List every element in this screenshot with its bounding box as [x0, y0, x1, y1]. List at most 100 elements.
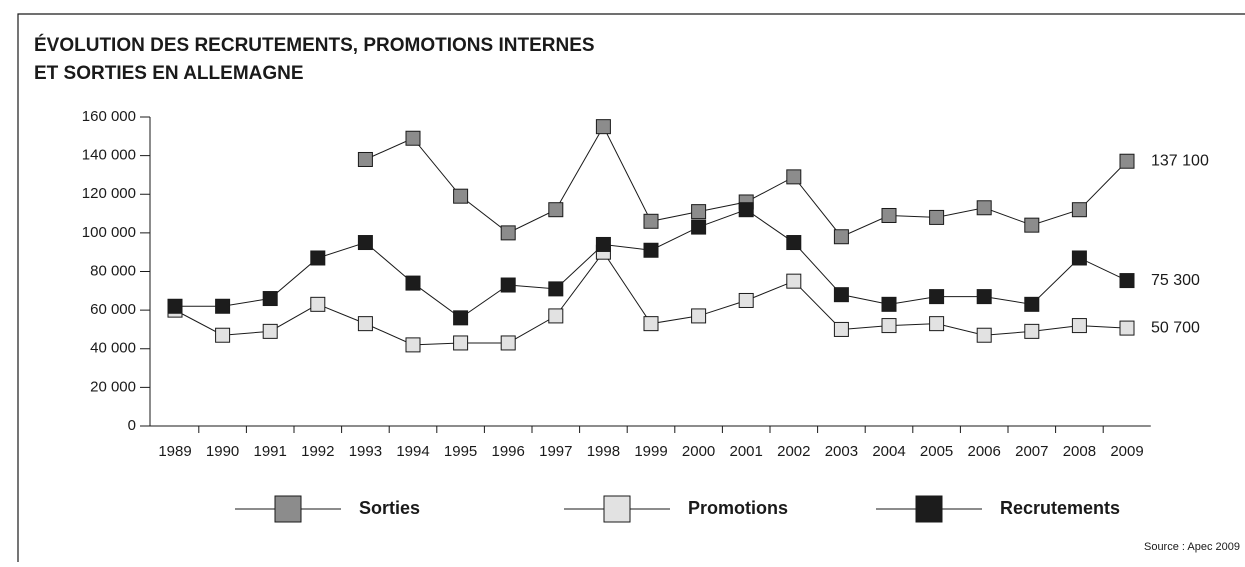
marker [167, 298, 183, 314]
legend-swatch [274, 495, 302, 523]
marker [738, 202, 754, 218]
end-label: 50 700 [1151, 319, 1200, 336]
chart-title: ET SORTIES EN ALLEMAGNE [34, 63, 304, 84]
marker [500, 225, 516, 241]
marker [215, 327, 231, 343]
marker [1119, 153, 1135, 169]
marker [786, 169, 802, 185]
marker [976, 327, 992, 343]
legend-swatch [915, 495, 943, 523]
marker [691, 204, 707, 220]
marker [357, 316, 373, 332]
x-tick-label: 1991 [254, 443, 287, 460]
x-tick-label: 2005 [920, 443, 953, 460]
marker [833, 287, 849, 303]
x-tick-label: 1995 [444, 443, 477, 460]
legend-label: Recrutements [1000, 498, 1120, 518]
series-line [365, 125, 1128, 238]
marker [548, 281, 564, 297]
marker [405, 275, 421, 291]
marker [643, 242, 659, 258]
source: Source : Apec 2009 [1144, 541, 1240, 553]
x-tick-label: 2004 [872, 443, 905, 460]
marker [881, 207, 897, 223]
x-tick-label: 1999 [634, 443, 667, 460]
marker [833, 229, 849, 245]
marker [833, 321, 849, 337]
legend-swatch [603, 495, 631, 523]
end-label: 137 100 [1151, 152, 1209, 169]
x-tick-label: 1997 [539, 443, 572, 460]
x-tick-label: 2006 [968, 443, 1001, 460]
marker [215, 298, 231, 314]
chart-title: ÉVOLUTION DES RECRUTEMENTS, PROMOTIONS I… [34, 34, 595, 56]
marker [786, 235, 802, 251]
marker [929, 316, 945, 332]
marker [1071, 318, 1087, 334]
marker [1024, 217, 1040, 233]
frame [17, 13, 1245, 562]
y-tick-label: 120 000 [82, 185, 136, 202]
marker [976, 200, 992, 216]
marker [738, 292, 754, 308]
legend-label: Promotions [688, 498, 788, 518]
x-tick-label: 1990 [206, 443, 239, 460]
marker [453, 310, 469, 326]
x-tick-label: 1989 [158, 443, 191, 460]
marker [500, 335, 516, 351]
marker [929, 209, 945, 225]
marker [453, 335, 469, 351]
marker [405, 130, 421, 146]
y-tick-label: 40 000 [90, 340, 136, 357]
marker [548, 308, 564, 324]
y-tick-label: 80 000 [90, 262, 136, 279]
x-tick-label: 2000 [682, 443, 715, 460]
legend-label: Sorties [359, 498, 420, 518]
marker [310, 250, 326, 266]
marker [357, 235, 373, 251]
marker [691, 308, 707, 324]
marker [1024, 323, 1040, 339]
x-tick-label: 2007 [1015, 443, 1048, 460]
marker [881, 318, 897, 334]
y-tick-label: 20 000 [90, 378, 136, 395]
marker [976, 289, 992, 305]
marker [595, 119, 611, 135]
marker [310, 296, 326, 312]
x-tick-label: 2009 [1110, 443, 1143, 460]
y-tick-label: 140 000 [82, 147, 136, 164]
marker [405, 337, 421, 353]
x-tick-label: 2002 [777, 443, 810, 460]
y-tick-label: 60 000 [90, 301, 136, 318]
marker [1024, 296, 1040, 312]
marker [1071, 202, 1087, 218]
x-tick-label: 2003 [825, 443, 858, 460]
marker [643, 213, 659, 229]
marker [595, 236, 611, 252]
marker [262, 291, 278, 307]
x-tick-label: 1996 [492, 443, 525, 460]
marker [691, 219, 707, 235]
marker [453, 188, 469, 204]
marker [548, 202, 564, 218]
marker [786, 273, 802, 289]
x-tick-label: 2001 [730, 443, 763, 460]
y-tick-label: 100 000 [82, 224, 136, 241]
marker [881, 296, 897, 312]
x-tick-label: 1993 [349, 443, 382, 460]
marker [500, 277, 516, 293]
marker [262, 323, 278, 339]
marker [1119, 273, 1135, 289]
marker [357, 151, 373, 167]
x-tick-label: 2008 [1063, 443, 1096, 460]
marker [1071, 250, 1087, 266]
end-label: 75 300 [1151, 272, 1200, 289]
x-tick-label: 1998 [587, 443, 620, 460]
y-tick-label: 0 [128, 417, 136, 434]
x-tick-label: 1994 [396, 443, 429, 460]
marker [643, 316, 659, 332]
x-tick-label: 1992 [301, 443, 334, 460]
marker [929, 289, 945, 305]
marker [1119, 320, 1135, 336]
